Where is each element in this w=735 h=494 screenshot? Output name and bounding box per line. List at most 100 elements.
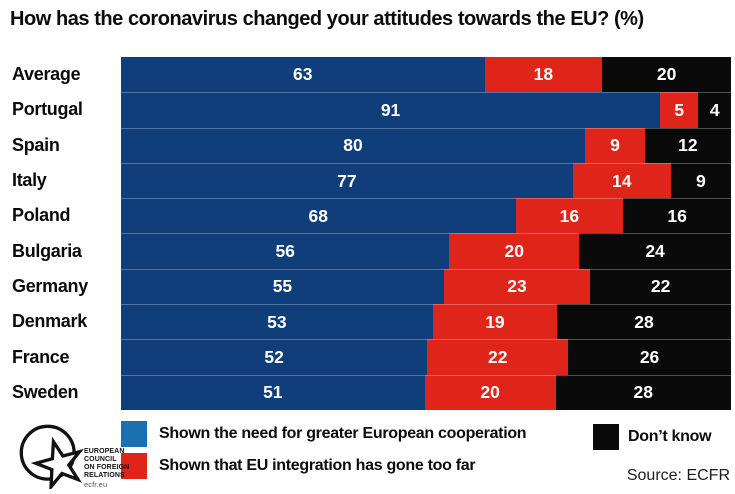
category-label: Portugal bbox=[12, 99, 83, 120]
legend-dont-know: Don’t know bbox=[593, 424, 712, 450]
chart-row: Germany 55 23 22 bbox=[0, 268, 731, 305]
category-label: Bulgaria bbox=[12, 240, 82, 261]
stacked-bar-chart: Average 63 18 20 Portugal 91 5 4 Spain 80 9 12 Italy… bbox=[0, 57, 731, 410]
bar-value-label: 20 bbox=[656, 64, 677, 85]
logo-line: EUROPEAN bbox=[84, 448, 125, 455]
bar-value-label: 16 bbox=[667, 205, 687, 226]
too-far-label: Shown that EU integration has gone too f… bbox=[159, 457, 476, 474]
legend-item-cooperation: Shown the need for greater European coop… bbox=[121, 421, 527, 447]
bar-segment-cooperation: 52 bbox=[121, 339, 428, 375]
bar-value-label: 63 bbox=[293, 64, 313, 85]
bar-segment-dont-know: 20 bbox=[602, 57, 731, 93]
chart-row: Italy 77 14 9 bbox=[0, 162, 731, 199]
bar-value-label: 18 bbox=[533, 64, 554, 85]
logo-line: RELATIONS bbox=[84, 472, 125, 479]
bar-value-label: 14 bbox=[611, 170, 632, 191]
logo-line: ON FOREIGN bbox=[84, 464, 130, 471]
chart-row: Poland 68 16 16 bbox=[0, 198, 731, 234]
category-label: France bbox=[12, 346, 70, 367]
bar-segment-too-far: 5 bbox=[660, 92, 699, 128]
legend-item-too-far: Shown that EU integration has gone too f… bbox=[121, 453, 526, 479]
logo-wordmark: EUROPEAN COUNCIL ON FOREIGN RELATIONS ec… bbox=[84, 448, 129, 489]
bar-segment-dont-know: 12 bbox=[644, 127, 731, 163]
logo-line: COUNCIL bbox=[84, 456, 117, 463]
cooperation-label: Shown the need for greater European coop… bbox=[159, 425, 527, 442]
category-label: Italy bbox=[12, 170, 47, 191]
dont-know-label: Don’t know bbox=[628, 428, 712, 445]
chart-row: Sweden 51 20 28 bbox=[0, 374, 731, 410]
chart-title: How has the coronavirus changed your att… bbox=[10, 8, 644, 30]
source-credit: Source: ECFR bbox=[626, 467, 730, 484]
category-label: Spain bbox=[12, 134, 60, 155]
logo-url: ecfr.eu bbox=[84, 480, 108, 489]
ecfr-logo: EUROPEAN COUNCIL ON FOREIGN RELATIONS ec… bbox=[18, 423, 130, 493]
bar-segment-too-far: 18 bbox=[484, 57, 603, 93]
bar-segment-cooperation: 63 bbox=[121, 57, 485, 93]
bar-segment-dont-know: 26 bbox=[568, 339, 731, 375]
stacked-bar: 52 22 26 bbox=[121, 339, 731, 375]
category-label: Average bbox=[12, 64, 81, 85]
bar-value-label: 52 bbox=[264, 347, 284, 368]
bar-value-label: 55 bbox=[272, 276, 293, 297]
category-label: Poland bbox=[12, 205, 71, 226]
bar-value-label: 9 bbox=[696, 170, 706, 191]
category-label: Germany bbox=[12, 275, 88, 296]
bar-segment-too-far: 9 bbox=[585, 127, 645, 163]
stacked-bar: 56 20 24 bbox=[121, 233, 731, 269]
category-label: Denmark bbox=[12, 311, 87, 332]
star-circle-icon bbox=[19, 424, 84, 489]
bar-value-label: 77 bbox=[337, 170, 357, 191]
bar-value-label: 26 bbox=[639, 347, 660, 368]
bar-segment-cooperation: 80 bbox=[121, 127, 586, 163]
bar-value-label: 5 bbox=[674, 99, 685, 120]
bar-segment-dont-know: 28 bbox=[557, 304, 731, 340]
chart-row: Average 63 18 20 bbox=[0, 57, 731, 93]
bar-segment-cooperation: 77 bbox=[121, 162, 573, 199]
bar-segment-too-far: 20 bbox=[424, 374, 556, 410]
bar-value-label: 16 bbox=[559, 205, 580, 226]
bar-value-label: 51 bbox=[263, 382, 283, 403]
bar-segment-cooperation: 51 bbox=[121, 374, 425, 410]
bar-segment-dont-know: 16 bbox=[623, 198, 731, 234]
bar-value-label: 12 bbox=[678, 135, 698, 156]
bar-segment-cooperation: 68 bbox=[121, 198, 516, 234]
stacked-bar: 68 16 16 bbox=[121, 198, 731, 234]
stacked-bar: 55 23 22 bbox=[121, 268, 731, 305]
bar-value-label: 4 bbox=[709, 99, 720, 120]
bar-value-label: 68 bbox=[308, 205, 328, 226]
bar-segment-too-far: 16 bbox=[515, 198, 624, 234]
bar-value-label: 20 bbox=[504, 241, 524, 262]
stacked-bar: 63 18 20 bbox=[121, 57, 731, 93]
chart-row: Spain 80 9 12 bbox=[0, 127, 731, 163]
dont-know-swatch bbox=[593, 424, 619, 450]
chart-row: Bulgaria 56 20 24 bbox=[0, 233, 731, 269]
bar-value-label: 53 bbox=[267, 311, 287, 332]
bar-value-label: 20 bbox=[480, 382, 500, 403]
bar-value-label: 28 bbox=[633, 382, 653, 403]
bar-segment-dont-know: 22 bbox=[590, 268, 731, 305]
bar-value-label: 19 bbox=[485, 311, 505, 332]
bar-value-label: 24 bbox=[645, 241, 665, 262]
bar-segment-cooperation: 53 bbox=[121, 304, 433, 340]
bar-value-label: 9 bbox=[610, 135, 620, 156]
bar-segment-dont-know: 24 bbox=[579, 233, 731, 269]
chart-row: Portugal 91 5 4 bbox=[0, 92, 731, 128]
bar-value-label: 80 bbox=[343, 135, 363, 156]
bar-segment-too-far: 14 bbox=[572, 162, 671, 199]
bar-value-label: 23 bbox=[507, 276, 527, 297]
bar-value-label: 91 bbox=[380, 99, 401, 120]
bar-segment-dont-know: 28 bbox=[555, 374, 731, 410]
stacked-bar: 91 5 4 bbox=[121, 92, 731, 128]
bar-segment-too-far: 23 bbox=[443, 268, 591, 305]
bar-value-label: 56 bbox=[275, 241, 295, 262]
bar-segment-too-far: 19 bbox=[432, 304, 558, 340]
bar-segment-too-far: 20 bbox=[449, 233, 580, 269]
bar-segment-dont-know: 9 bbox=[670, 162, 731, 199]
bar-segment-cooperation: 56 bbox=[121, 233, 450, 269]
category-label: Sweden bbox=[12, 381, 79, 402]
bar-segment-dont-know: 4 bbox=[698, 92, 731, 128]
stacked-bar: 53 19 28 bbox=[121, 304, 731, 340]
cooperation-swatch bbox=[121, 421, 147, 447]
chart-row: France 52 22 26 bbox=[0, 339, 731, 375]
